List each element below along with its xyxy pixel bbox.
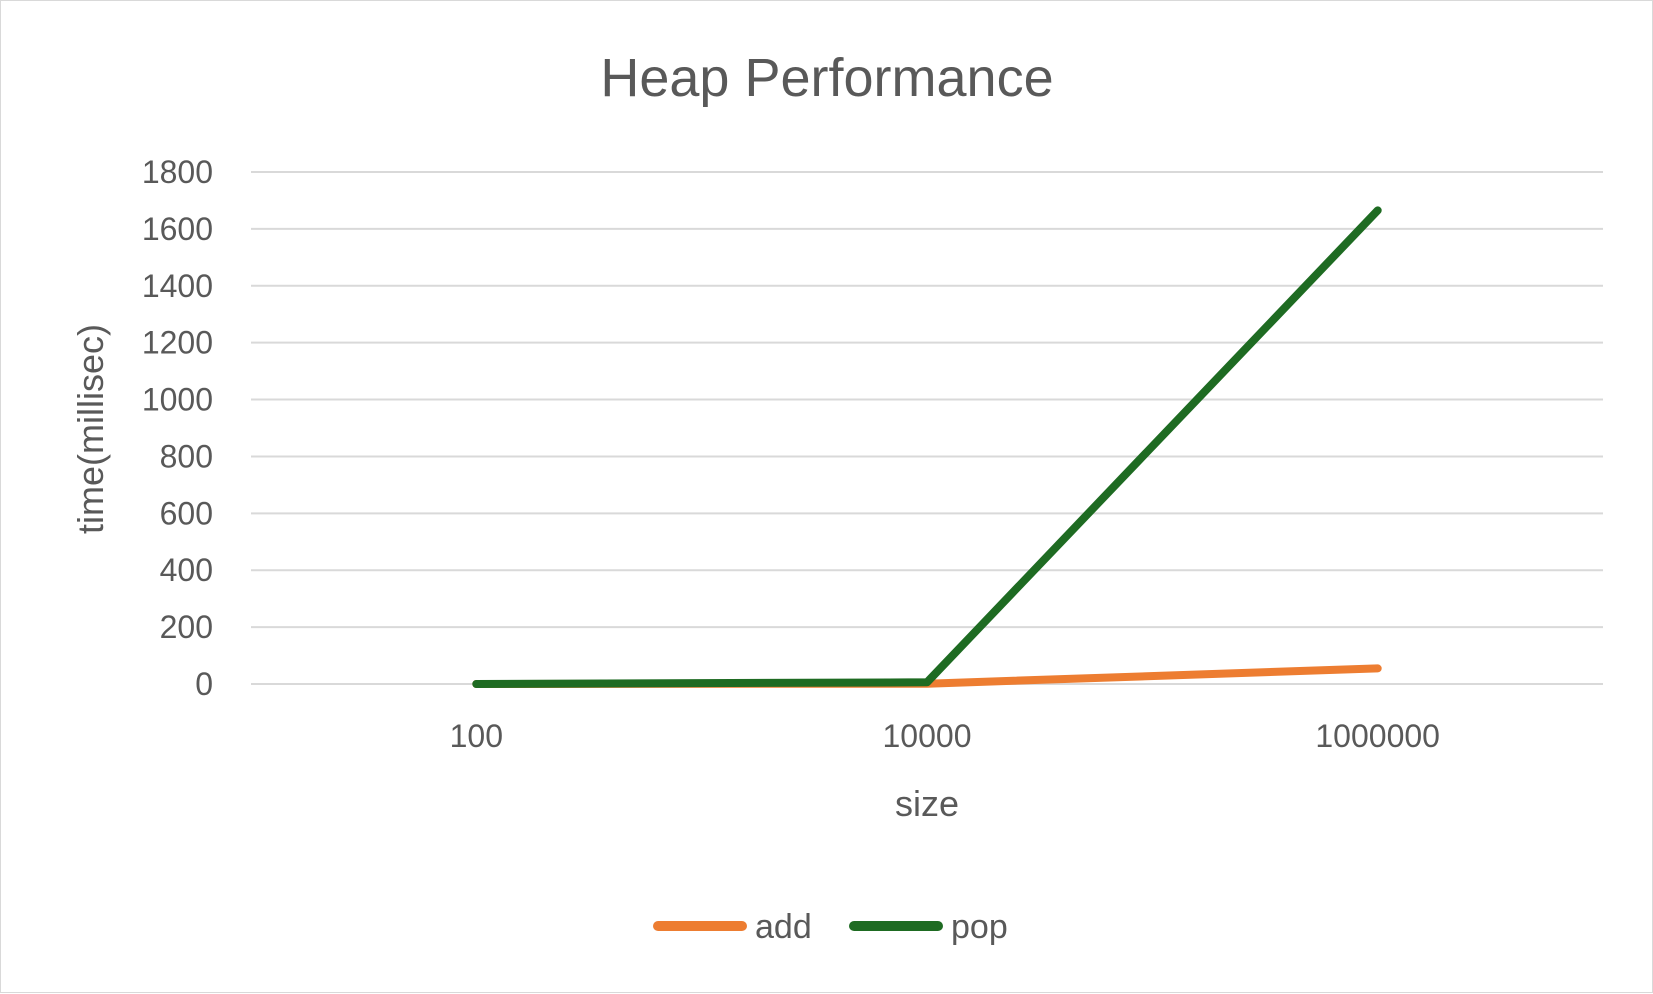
series-lines: [472, 206, 1382, 688]
y-tick-label: 600: [160, 495, 213, 531]
x-tick-label: 10000: [883, 718, 972, 754]
y-tick-label: 1600: [142, 211, 213, 247]
x-axis-ticks: 100 10000 1000000: [450, 718, 1440, 754]
y-tick-label: 1800: [142, 154, 213, 190]
gridlines: [251, 171, 1603, 685]
y-axis-ticks: 0 200 400 600 800 1000 1200 1400 1600 1800: [142, 154, 213, 702]
x-axis-title: size: [895, 783, 959, 824]
y-tick-label: 800: [160, 438, 213, 474]
x-tick-label: 100: [450, 718, 503, 754]
legend-label-add: add: [755, 908, 812, 946]
series-line-pop: [472, 206, 1382, 688]
y-tick-label: 400: [160, 552, 213, 588]
y-tick-label: 1200: [142, 325, 213, 361]
y-axis-title: time(millisec): [70, 324, 111, 534]
y-tick-label: 1400: [142, 268, 213, 304]
chart-title: Heap Performance: [600, 48, 1053, 108]
y-tick-label: 0: [195, 666, 213, 702]
y-tick-label: 200: [160, 609, 213, 645]
legend: add pop: [653, 908, 1008, 946]
legend-label-pop: pop: [951, 908, 1008, 946]
y-tick-label: 1000: [142, 382, 213, 418]
x-tick-label: 1000000: [1315, 718, 1440, 754]
